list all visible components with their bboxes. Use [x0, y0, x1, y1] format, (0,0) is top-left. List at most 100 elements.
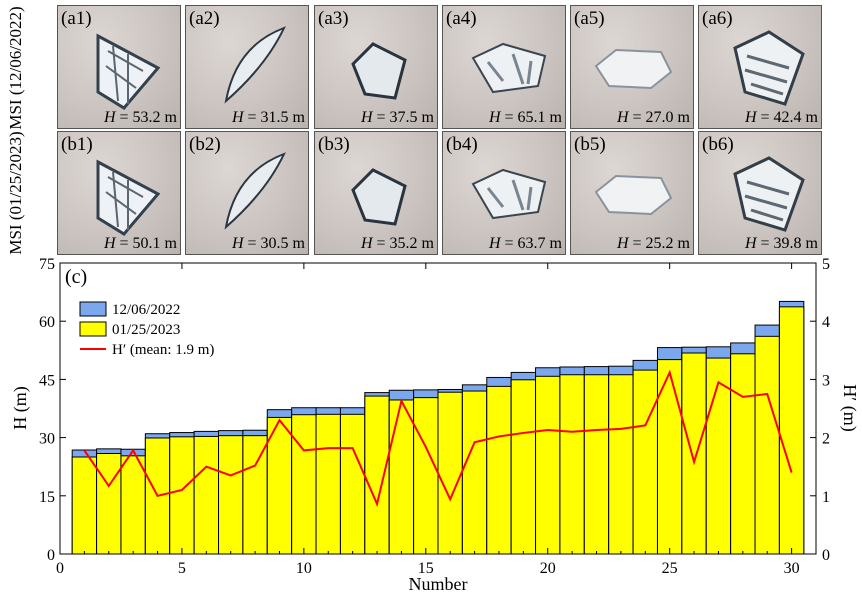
- msi-2022-panel-6: (a6) H = 42.4 m: [698, 5, 822, 129]
- y-axis-left: 0 15 30 45 60 75: [39, 256, 66, 564]
- panel-tag: (b4): [446, 134, 478, 155]
- x-tick-label: 20: [540, 560, 556, 577]
- iceberg-image: [224, 152, 286, 230]
- bar-2023: [583, 374, 610, 555]
- bar-2023: [218, 435, 244, 555]
- y-right-tick-label: 1: [822, 489, 830, 506]
- msi-2023-panel-4: (b4) H = 63.7 m: [442, 131, 566, 255]
- bar-2023: [71, 456, 98, 555]
- height-label: H = 39.8 m: [744, 235, 818, 252]
- panel-label-c: (c): [65, 266, 87, 288]
- bar-2023: [535, 375, 561, 555]
- iceberg-image: [733, 30, 805, 106]
- bar-2023: [778, 306, 805, 555]
- height-label: H = 42.4 m: [744, 109, 818, 126]
- bar-group: [71, 300, 805, 555]
- iceberg-image: [351, 168, 407, 226]
- x-tick-label: 15: [418, 560, 434, 577]
- panel-tag: (a3): [318, 8, 349, 29]
- bar-2023: [413, 397, 439, 555]
- bar-2023: [486, 385, 512, 555]
- x-tick-label: 30: [784, 560, 800, 577]
- x-tick-label: 10: [296, 560, 312, 577]
- iceberg-image: [594, 174, 673, 216]
- msi-2022-panel-2: (a2) H = 31.5 m: [185, 5, 309, 129]
- msi-2023-panel-1: (b1) H = 50.1 m: [57, 131, 181, 255]
- plot-frame: [59, 262, 817, 555]
- iceberg-image: [351, 42, 407, 100]
- y-right-tick-label: 4: [822, 314, 830, 331]
- iceberg-image: [224, 26, 286, 104]
- y-right-tick-label: 0: [822, 547, 830, 564]
- bar-2023: [681, 352, 707, 555]
- x-tick-label: 5: [178, 560, 186, 577]
- height-label: H = 30.5 m: [231, 235, 305, 252]
- msi-2023-panel-6: (b6) H = 39.8 m: [698, 131, 822, 255]
- y-left-tick-label: 75: [39, 256, 55, 273]
- height-label: H = 63.7 m: [488, 235, 562, 252]
- y-left-tick-label: 0: [47, 547, 55, 564]
- bar-2023: [559, 374, 585, 555]
- x-tick-label: 25: [662, 560, 678, 577]
- height-label: H = 65.1 m: [488, 109, 562, 126]
- height-label: H = 37.5 m: [360, 109, 434, 126]
- panel-tag: (b3): [318, 134, 350, 155]
- msi-2022-panel-1: (a1) H = 53.2 m: [57, 5, 181, 129]
- legend: 12/06/2022 01/25/2023 H′ (mean: 1.9 m): [79, 301, 214, 358]
- bar-2023: [632, 369, 658, 555]
- bar-2023: [754, 335, 780, 555]
- msi-2023-panel-5: (b5) H = 25.2 m: [570, 131, 694, 255]
- msi-2022-panel-4: (a4) H = 65.1 m: [442, 5, 566, 129]
- x-tick-label: 0: [56, 560, 64, 577]
- height-label: H = 50.1 m: [103, 235, 177, 252]
- msi-2023-panel-3: (b3) H = 35.2 m: [314, 131, 438, 255]
- iceberg-image: [96, 33, 161, 110]
- y-left-tick-label: 45: [39, 372, 55, 389]
- y-axis-left-title: H (m): [10, 386, 31, 430]
- iceberg-image: [733, 156, 805, 232]
- h-prime-line: [83, 369, 793, 508]
- y-left-tick-label: 15: [39, 489, 55, 506]
- height-label: H = 35.2 m: [360, 235, 434, 252]
- y-right-tick-label: 2: [822, 431, 830, 448]
- iceberg-image: [471, 42, 547, 94]
- panel-tag: (b2): [189, 134, 221, 155]
- bar-2023: [193, 435, 220, 555]
- panel-tag: (a4): [446, 8, 477, 29]
- y-left-tick-label: 30: [39, 431, 55, 448]
- y-right-tick-label: 5: [822, 256, 830, 273]
- height-label: H = 31.5 m: [231, 109, 305, 126]
- bar-2023: [315, 413, 341, 555]
- panel-tag: (a1): [61, 8, 92, 29]
- bar-2023: [510, 379, 537, 555]
- bar-2023: [96, 453, 122, 555]
- legend-label-2022: 12/06/2022: [112, 302, 180, 318]
- panel-tag: (a5): [574, 8, 605, 29]
- panel-tag: (a6): [702, 8, 733, 29]
- bar-2023: [388, 399, 415, 555]
- bar-2023: [364, 395, 390, 555]
- msi-2023-panel-2: (b2) H = 30.5 m: [185, 131, 309, 255]
- bar-2023: [437, 391, 463, 555]
- bar-2023: [266, 416, 293, 555]
- y-axis-right-title: H′ (m): [839, 384, 860, 431]
- msi-2022-panel-3: (a3) H = 37.5 m: [314, 5, 438, 129]
- panel-tag: (b5): [574, 134, 606, 155]
- panel-tag: (a2): [189, 8, 220, 29]
- x-axis-title: Number: [409, 574, 468, 594]
- h-prime-line-group: [83, 369, 793, 508]
- x-axis: 0 5 10 15 20 25 30: [56, 263, 817, 577]
- height-label: H = 25.2 m: [616, 235, 690, 252]
- bar-2023: [705, 357, 732, 555]
- bar-2023: [242, 435, 268, 555]
- y-axis-right: 0 1 2 3 4 5: [810, 256, 830, 564]
- iceberg-image: [594, 48, 673, 90]
- legend-label-h-prime: H′ (mean: 1.9 m): [112, 342, 214, 358]
- panel-tag: (b1): [61, 134, 93, 155]
- msi-2022-panel-5: (a5) H = 27.0 m: [570, 5, 694, 129]
- iceberg-image: [471, 168, 547, 220]
- bar-2023: [461, 390, 488, 555]
- iceberg-image: [96, 159, 161, 236]
- legend-label-2023: 01/25/2023: [112, 322, 180, 338]
